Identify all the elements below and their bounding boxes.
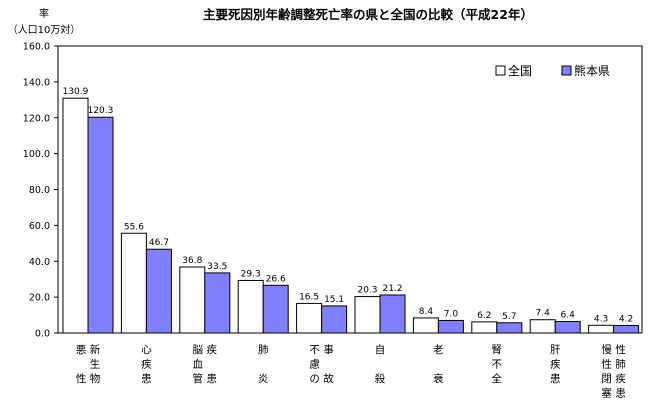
category-label: 肺炎 bbox=[258, 344, 269, 385]
bar-national bbox=[62, 97, 89, 334]
bar-national bbox=[588, 324, 615, 334]
bar-kumamoto bbox=[204, 272, 231, 334]
bar-national bbox=[120, 232, 147, 334]
y-tick-label: 20.0 bbox=[29, 293, 50, 304]
bar-kumamoto bbox=[145, 248, 172, 334]
data-label: 21.2 bbox=[382, 284, 402, 294]
category-label: 新生物 bbox=[90, 343, 101, 385]
bar-kumamoto bbox=[87, 116, 114, 334]
y-tick-label: 140.0 bbox=[23, 77, 50, 88]
bar-national bbox=[412, 317, 439, 334]
category-label: 心疾患 bbox=[141, 344, 152, 385]
category-label: 慢性閉塞 bbox=[601, 344, 612, 400]
data-labels: 130.9 120.3 55.6 46.7 36.8 33.5 29.3 26.6 16.5 15… bbox=[63, 87, 634, 324]
y-tick-label: 120.0 bbox=[23, 113, 50, 124]
bar-national bbox=[179, 266, 206, 334]
data-label: 33.5 bbox=[207, 262, 227, 272]
data-label: 8.4 bbox=[419, 307, 434, 317]
bar-national bbox=[296, 302, 323, 334]
data-label: 6.4 bbox=[561, 311, 576, 321]
legend-swatch bbox=[561, 65, 572, 76]
y-tick-label: 100.0 bbox=[23, 149, 50, 160]
legend: 全国 熊本県 bbox=[495, 63, 610, 78]
bar-kumamoto bbox=[437, 319, 464, 334]
data-label: 4.3 bbox=[594, 314, 608, 324]
category-label: 腎不全 bbox=[492, 344, 503, 385]
data-label: 46.7 bbox=[149, 238, 169, 248]
category-label: 不慮の bbox=[309, 344, 320, 385]
data-label: 120.3 bbox=[88, 106, 114, 116]
bar-series bbox=[62, 97, 640, 334]
data-label: 6.2 bbox=[477, 311, 491, 321]
category-label: 脳血管 bbox=[193, 344, 204, 385]
bar-national bbox=[237, 279, 264, 334]
data-label: 15.1 bbox=[324, 295, 344, 305]
data-label: 130.9 bbox=[63, 87, 89, 97]
data-label: 7.4 bbox=[536, 309, 551, 319]
legend-swatch bbox=[495, 65, 506, 76]
bar-national bbox=[529, 319, 556, 334]
y-tick-label: 40.0 bbox=[29, 257, 50, 268]
y-axis-unit-label: （人口10万対） bbox=[8, 23, 81, 36]
legend-label: 全国 bbox=[508, 63, 532, 78]
category-label: 悪性 bbox=[76, 344, 87, 385]
bar-kumamoto bbox=[321, 305, 348, 334]
bar-national bbox=[354, 296, 381, 334]
y-axis-ticks: 0.0 20.0 40.0 60.0 80.0 100.0 120.0 140.0 160.0 bbox=[23, 42, 58, 340]
category-label: 老衰 bbox=[433, 343, 444, 385]
chart-title: 主要死因別年齢調整死亡率の県と全国の比較（平成22年） bbox=[203, 7, 533, 22]
data-label: 16.5 bbox=[299, 292, 319, 302]
bar-kumamoto bbox=[262, 284, 289, 334]
data-label: 7.0 bbox=[444, 309, 459, 319]
data-label: 29.3 bbox=[241, 269, 261, 279]
category-label: 事故 bbox=[323, 343, 334, 385]
bar-kumamoto bbox=[379, 294, 406, 334]
category-label: 性肺疾患 bbox=[615, 343, 626, 400]
y-axis-label: 率 bbox=[39, 7, 49, 20]
y-tick-label: 80.0 bbox=[29, 185, 50, 196]
bar-kumamoto bbox=[496, 322, 523, 334]
category-label: 自殺 bbox=[375, 343, 386, 385]
y-tick-label: 0.0 bbox=[35, 329, 50, 340]
bar-kumamoto bbox=[613, 324, 640, 334]
data-label: 20.3 bbox=[357, 286, 377, 296]
data-label: 4.2 bbox=[619, 314, 633, 324]
bar-kumamoto bbox=[554, 321, 581, 334]
data-label: 55.6 bbox=[124, 222, 144, 232]
bar-national bbox=[471, 321, 498, 334]
data-label: 36.8 bbox=[182, 256, 202, 266]
y-tick-label: 160.0 bbox=[23, 42, 50, 53]
legend-label: 熊本県 bbox=[574, 63, 610, 78]
category-label: 肝疾患 bbox=[550, 344, 561, 385]
data-label: 26.6 bbox=[266, 274, 286, 284]
y-tick-label: 60.0 bbox=[29, 221, 50, 232]
category-label: 疾患 bbox=[207, 343, 218, 385]
data-label: 5.7 bbox=[502, 312, 516, 322]
